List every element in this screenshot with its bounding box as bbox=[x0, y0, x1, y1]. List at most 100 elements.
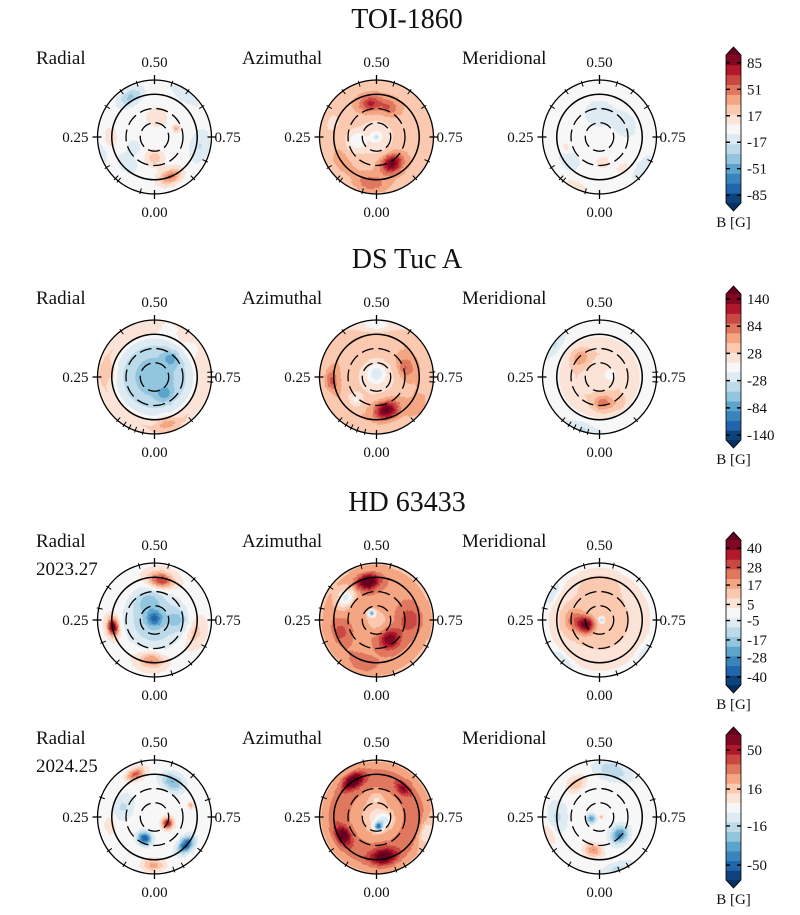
field-contour-segment bbox=[130, 659, 143, 667]
field-contour-segment bbox=[382, 581, 389, 585]
field-contour-segment bbox=[589, 811, 593, 815]
field-contour-segment bbox=[587, 619, 590, 622]
colorbar-tick-label: 28 bbox=[747, 346, 762, 362]
field-contour-segment bbox=[374, 851, 379, 854]
field-contour-segment bbox=[159, 421, 176, 428]
field-contour-segment bbox=[342, 605, 347, 612]
field-contour-segment bbox=[361, 376, 392, 393]
field-contour-segment bbox=[383, 631, 390, 637]
field-contour-segment bbox=[608, 101, 624, 112]
field-contour-segment bbox=[369, 794, 384, 798]
field-contour-segment bbox=[567, 618, 570, 624]
phase-tick-label: 0.25 bbox=[284, 130, 310, 146]
field-contour-segment bbox=[165, 781, 177, 789]
field-contour-segment bbox=[185, 340, 198, 357]
field-contour-segment bbox=[378, 327, 393, 332]
field-contour-segment bbox=[576, 362, 584, 375]
field-contour-segment bbox=[587, 777, 602, 782]
field-contour-segment bbox=[402, 358, 410, 376]
field-contour-segment bbox=[347, 397, 358, 408]
field-contour-segment bbox=[374, 583, 377, 586]
field-contour-segment bbox=[583, 771, 596, 777]
field-contour-segment bbox=[192, 104, 206, 130]
field-contour-segment bbox=[105, 105, 118, 130]
field-contour-segment bbox=[349, 623, 355, 633]
field-contour-segment bbox=[158, 817, 163, 823]
field-contour-segment bbox=[580, 628, 584, 633]
field-contour-segment bbox=[352, 127, 357, 135]
field-contour-segment bbox=[400, 782, 405, 788]
field-contour-segment bbox=[361, 105, 366, 110]
field-contour-segment bbox=[338, 610, 342, 619]
field-contour-segment bbox=[397, 788, 404, 795]
field-contour-segment bbox=[106, 816, 112, 835]
field-contour-segment bbox=[116, 160, 130, 174]
field-contour-segment bbox=[110, 145, 119, 162]
field-contour-segment bbox=[599, 776, 622, 785]
field-contour-segment bbox=[141, 606, 169, 621]
field-contour-segment bbox=[119, 153, 137, 172]
field-contour-segment bbox=[371, 613, 376, 618]
field-contour-segment bbox=[191, 839, 197, 846]
field-contour-segment bbox=[122, 97, 128, 103]
field-contour-segment bbox=[586, 853, 596, 858]
field-contour-segment bbox=[563, 101, 591, 143]
field-contour-segment bbox=[331, 790, 342, 827]
field-contour-segment bbox=[358, 99, 366, 104]
field-contour-segment bbox=[348, 585, 353, 591]
field-contour-segment bbox=[190, 846, 198, 855]
field-contour-segment bbox=[342, 163, 364, 179]
field-contour-segment bbox=[196, 104, 209, 132]
field-contour-segment bbox=[165, 582, 171, 586]
field-contour-segment bbox=[119, 636, 138, 656]
observation-phase-tick bbox=[646, 644, 652, 648]
field-contour-segment bbox=[181, 840, 189, 849]
field-contour-segment bbox=[580, 334, 642, 378]
field-contour-segment bbox=[163, 781, 170, 786]
field-contour-segment bbox=[574, 608, 579, 614]
field-contour-segment bbox=[377, 625, 391, 636]
field-contour-segment bbox=[551, 337, 566, 357]
field-contour-segment bbox=[356, 833, 374, 845]
field-contour-segment bbox=[567, 179, 587, 190]
field-contour-segment bbox=[376, 822, 378, 825]
field-contour-segment bbox=[330, 383, 334, 390]
field-contour-segment bbox=[350, 127, 355, 136]
field-contours bbox=[97, 562, 212, 678]
field-contour-segment bbox=[388, 639, 396, 646]
field-contour-segment bbox=[381, 826, 385, 830]
field-contour-segment bbox=[404, 786, 410, 792]
field-contour-segment bbox=[398, 149, 403, 155]
field-contour-segment bbox=[131, 89, 140, 95]
field-contour-segment bbox=[615, 763, 635, 776]
field-contour-segment bbox=[170, 586, 176, 591]
field-contour-segment bbox=[338, 107, 355, 155]
field-contour-segment bbox=[593, 627, 597, 631]
field-contour-segment bbox=[396, 159, 401, 163]
field-contour-segment bbox=[152, 577, 157, 580]
field-contour-segment bbox=[119, 802, 124, 811]
field-contour-segment bbox=[401, 630, 405, 634]
field-contour-segment bbox=[411, 795, 419, 818]
field-contour-segment bbox=[360, 862, 377, 867]
field-contour-segment bbox=[422, 376, 428, 396]
field-contour-segment bbox=[350, 113, 364, 130]
field-contour-segment bbox=[196, 816, 205, 840]
field-contour-segment bbox=[336, 102, 353, 123]
field-contour-segment bbox=[356, 769, 362, 774]
field-contour-segment bbox=[170, 582, 176, 587]
field-contour-segment bbox=[583, 842, 588, 847]
field-contour-segment bbox=[570, 347, 578, 355]
field-contour-segment bbox=[571, 362, 577, 371]
field-contour-segment bbox=[584, 633, 589, 638]
field-contour-segment bbox=[131, 769, 140, 775]
observation-phase-tick bbox=[326, 104, 333, 110]
field-contour-segment bbox=[154, 816, 181, 843]
field-contour-segment bbox=[361, 577, 375, 583]
field-contour-segment bbox=[397, 161, 403, 166]
field-contour-segment bbox=[576, 630, 582, 637]
field-contour-segment bbox=[566, 786, 572, 792]
field-contour-segment bbox=[186, 842, 197, 855]
field-contour-segment bbox=[203, 136, 211, 160]
field-contour-segment bbox=[605, 847, 623, 856]
